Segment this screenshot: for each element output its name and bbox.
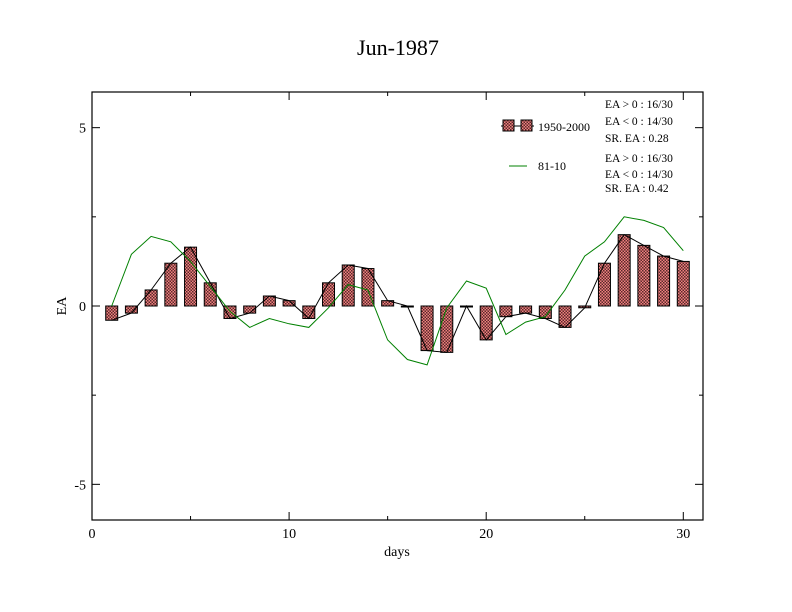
stats-1950-2000: EA > 0 : 16/30 EA < 0 : 14/30 SR. EA : 0… bbox=[605, 99, 673, 145]
x-tick-label: 20 bbox=[479, 527, 493, 542]
y-tick-label: 5 bbox=[79, 122, 86, 137]
y-tick-label: -5 bbox=[74, 478, 86, 493]
y-axis-label: EA bbox=[55, 296, 70, 316]
bar bbox=[223, 305, 237, 319]
x-tick-label: 30 bbox=[676, 527, 690, 542]
bar bbox=[440, 305, 454, 353]
stat-line: SR. EA : 0.42 bbox=[605, 183, 669, 195]
legend: 1950-2000 81-10 bbox=[501, 119, 590, 173]
legend-label-81-10: 81-10 bbox=[538, 159, 566, 173]
bar bbox=[676, 260, 690, 307]
stat-line: EA < 0 : 14/30 bbox=[605, 116, 673, 128]
bar bbox=[302, 305, 316, 319]
stat-line: EA > 0 : 16/30 bbox=[605, 99, 673, 111]
bar bbox=[558, 305, 572, 328]
y-tick-label: 0 bbox=[79, 300, 86, 315]
y-axis-ticks: -5 0 5 bbox=[74, 122, 703, 493]
x-axis-label: days bbox=[384, 545, 410, 560]
bar bbox=[519, 305, 533, 314]
x-tick-label: 10 bbox=[282, 527, 296, 542]
stat-line: SR. EA : 0.28 bbox=[605, 133, 669, 145]
bar bbox=[597, 262, 611, 307]
stat-line: EA > 0 : 16/30 bbox=[605, 153, 673, 165]
bar bbox=[282, 300, 296, 307]
bar bbox=[184, 246, 198, 307]
line-81-10 bbox=[111, 216, 684, 366]
bar bbox=[637, 244, 651, 307]
bar bbox=[420, 305, 434, 352]
bar bbox=[499, 305, 513, 318]
bar bbox=[144, 289, 158, 307]
stat-line: EA < 0 : 14/30 bbox=[605, 169, 673, 181]
x-tick-label: 0 bbox=[89, 527, 96, 542]
stats-81-10: EA > 0 : 16/30 EA < 0 : 14/30 SR. EA : 0… bbox=[605, 153, 673, 195]
bar bbox=[124, 305, 138, 314]
series-lines bbox=[111, 216, 684, 366]
bar bbox=[617, 234, 631, 307]
line-1950-2000 bbox=[111, 234, 684, 353]
legend-swatch-1950-2000-b bbox=[520, 119, 533, 132]
x-axis-ticks: 0 10 20 30 bbox=[89, 92, 690, 542]
chart-title: Jun-1987 bbox=[357, 35, 439, 60]
bar bbox=[657, 255, 671, 307]
bar bbox=[262, 295, 276, 307]
bar bbox=[105, 305, 119, 321]
legend-swatch-1950-2000-a bbox=[502, 119, 515, 132]
legend-label-1950-2000: 1950-2000 bbox=[538, 120, 590, 134]
